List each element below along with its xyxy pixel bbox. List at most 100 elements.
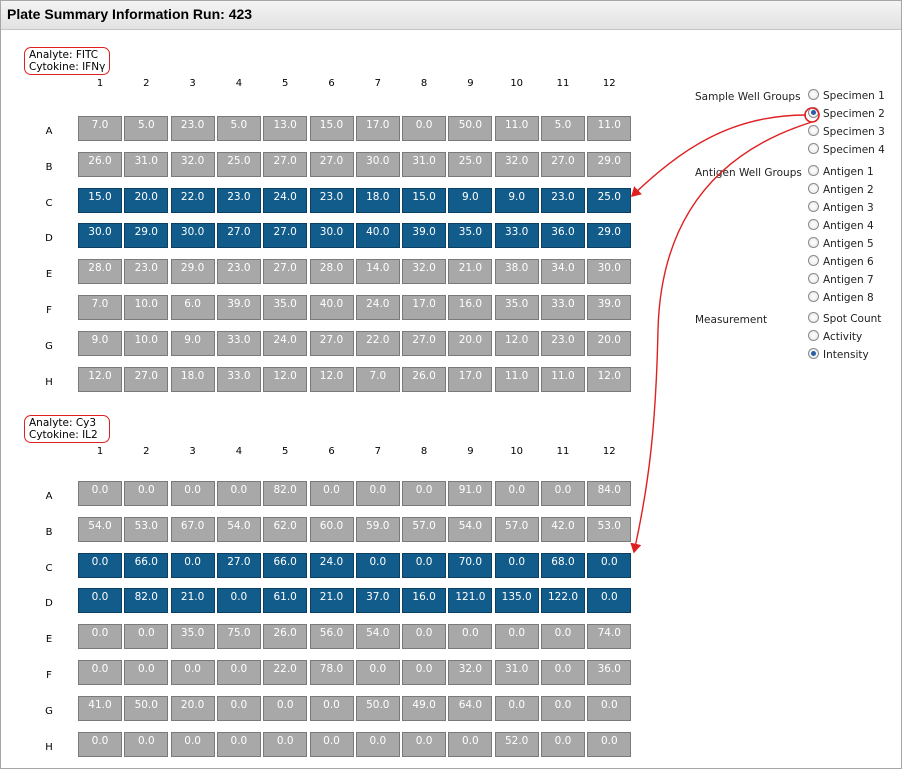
well-cell-E1[interactable]: 0.0 [78,624,122,650]
well-cell-C5[interactable]: 66.0 [263,552,308,578]
well-cell-E12[interactable]: 74.0 [587,624,632,650]
well-cell-B11[interactable]: 42.0 [541,516,585,542]
well-cell-H5[interactable]: 0.0 [263,731,308,757]
radio-antigen-4[interactable]: Antigen 4 [808,219,874,234]
well-cell-G5[interactable]: 24.0 [263,330,308,356]
well-cell-F7[interactable]: 24.0 [355,295,400,320]
well-cell-F9[interactable]: 16.0 [448,295,493,320]
radio-measurement-intensity[interactable]: Intensity [808,348,869,363]
well-cell-H9[interactable]: 0.0 [448,731,493,757]
well-cell-A7[interactable]: 0.0 [355,481,400,506]
well-cell-H6[interactable]: 0.0 [309,731,354,757]
well-cell-H8[interactable]: 0.0 [402,731,447,757]
well-cell-E11[interactable]: 34.0 [541,259,585,285]
well-cell-D1[interactable]: 30.0 [78,223,122,249]
well-cell-D6[interactable]: 21.0 [309,588,354,614]
well-cell-B9[interactable]: 25.0 [448,151,493,177]
well-cell-B2[interactable]: 31.0 [124,151,169,177]
well-cell-E8[interactable]: 0.0 [402,624,447,650]
well-cell-G7[interactable]: 50.0 [355,695,400,721]
radio-button-icon[interactable] [808,330,819,341]
well-cell-E9[interactable]: 0.0 [448,624,493,650]
well-cell-G2[interactable]: 10.0 [124,330,169,356]
well-cell-A6[interactable]: 15.0 [309,116,354,141]
radio-specimen-3[interactable]: Specimen 3 [808,125,885,140]
well-cell-G12[interactable]: 0.0 [587,695,632,721]
well-cell-D12[interactable]: 29.0 [587,223,632,249]
well-cell-B5[interactable]: 62.0 [263,516,308,542]
radio-measurement-spot-count[interactable]: Spot Count [808,312,881,327]
well-cell-A2[interactable]: 0.0 [124,481,169,506]
well-cell-D5[interactable]: 27.0 [263,223,308,249]
well-cell-G6[interactable]: 0.0 [309,695,354,721]
well-cell-E2[interactable]: 0.0 [124,624,169,650]
well-cell-E5[interactable]: 27.0 [263,259,308,285]
well-cell-A11[interactable]: 5.0 [541,116,585,141]
well-cell-C9[interactable]: 70.0 [448,552,493,578]
well-cell-C6[interactable]: 23.0 [309,187,354,213]
radio-specimen-1[interactable]: Specimen 1 [808,89,885,104]
well-cell-A3[interactable]: 0.0 [170,481,215,506]
well-cell-F2[interactable]: 0.0 [124,660,169,685]
well-cell-D3[interactable]: 30.0 [170,223,215,249]
well-cell-H7[interactable]: 7.0 [355,366,400,392]
well-cell-F1[interactable]: 7.0 [78,295,122,320]
well-cell-A5[interactable]: 13.0 [263,116,308,141]
well-cell-F8[interactable]: 17.0 [402,295,447,320]
well-cell-F7[interactable]: 0.0 [355,660,400,685]
well-cell-F4[interactable]: 39.0 [216,295,261,320]
well-cell-B7[interactable]: 30.0 [355,151,400,177]
well-cell-D7[interactable]: 40.0 [355,223,400,249]
well-cell-B3[interactable]: 67.0 [170,516,215,542]
radio-antigen-7[interactable]: Antigen 7 [808,273,874,288]
well-cell-G8[interactable]: 27.0 [402,330,447,356]
well-cell-F12[interactable]: 36.0 [587,660,632,685]
radio-antigen-3[interactable]: Antigen 3 [808,201,874,216]
well-cell-D2[interactable]: 82.0 [124,588,169,614]
well-cell-B12[interactable]: 53.0 [587,516,632,542]
well-cell-D4[interactable]: 0.0 [216,588,261,614]
well-cell-B6[interactable]: 60.0 [309,516,354,542]
well-cell-G1[interactable]: 9.0 [78,330,122,356]
well-cell-H12[interactable]: 0.0 [587,731,632,757]
well-cell-B9[interactable]: 54.0 [448,516,493,542]
well-cell-A8[interactable]: 0.0 [402,481,447,506]
well-cell-F5[interactable]: 35.0 [263,295,308,320]
radio-button-icon[interactable] [808,312,819,323]
well-cell-E2[interactable]: 23.0 [124,259,169,285]
well-cell-B2[interactable]: 53.0 [124,516,169,542]
well-cell-C12[interactable]: 0.0 [587,552,632,578]
well-cell-D12[interactable]: 0.0 [587,588,632,614]
well-cell-C3[interactable]: 22.0 [170,187,215,213]
well-cell-F3[interactable]: 0.0 [170,660,215,685]
well-cell-H8[interactable]: 26.0 [402,366,447,392]
well-cell-G10[interactable]: 12.0 [494,330,539,356]
well-cell-C12[interactable]: 25.0 [587,187,632,213]
well-cell-G7[interactable]: 22.0 [355,330,400,356]
well-cell-B4[interactable]: 25.0 [216,151,261,177]
radio-button-icon[interactable] [808,107,819,118]
well-cell-D1[interactable]: 0.0 [78,588,122,614]
well-cell-D8[interactable]: 16.0 [402,588,447,614]
well-cell-B7[interactable]: 59.0 [355,516,400,542]
well-cell-A12[interactable]: 11.0 [587,116,632,141]
well-cell-F10[interactable]: 35.0 [494,295,539,320]
well-cell-B10[interactable]: 32.0 [494,151,539,177]
well-cell-G6[interactable]: 27.0 [309,330,354,356]
well-cell-E5[interactable]: 26.0 [263,624,308,650]
radio-button-icon[interactable] [808,273,819,284]
well-cell-H1[interactable]: 12.0 [78,366,122,392]
radio-antigen-8[interactable]: Antigen 8 [808,291,874,306]
well-cell-A11[interactable]: 0.0 [541,481,585,506]
well-cell-B12[interactable]: 29.0 [587,151,632,177]
well-cell-D4[interactable]: 27.0 [216,223,261,249]
well-cell-C1[interactable]: 0.0 [78,552,122,578]
well-cell-E6[interactable]: 28.0 [309,259,354,285]
well-cell-E10[interactable]: 0.0 [494,624,539,650]
well-cell-A5[interactable]: 82.0 [263,481,308,506]
radio-button-icon[interactable] [808,183,819,194]
well-cell-B5[interactable]: 27.0 [263,151,308,177]
well-cell-F9[interactable]: 32.0 [448,660,493,685]
well-cell-F11[interactable]: 33.0 [541,295,585,320]
well-cell-A4[interactable]: 0.0 [216,481,261,506]
